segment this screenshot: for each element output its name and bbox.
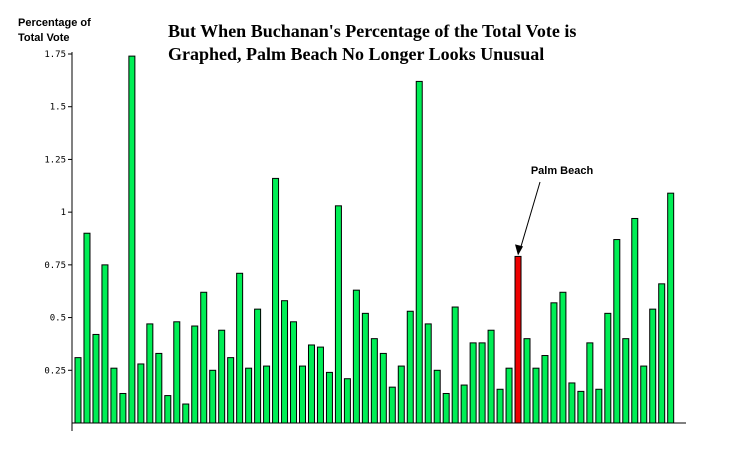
bar [613,239,621,424]
bar [191,325,199,424]
bar [595,388,603,424]
bar [577,390,585,424]
bar [74,357,82,424]
bar [406,310,414,424]
bar [254,308,262,424]
bar [155,352,163,424]
bar [137,363,145,424]
bar [496,388,504,424]
bar [200,291,208,424]
bar [290,321,298,424]
bar [325,371,333,424]
bar [478,342,486,424]
bar [316,346,324,424]
annotation-group: Palm Beach [515,165,594,256]
bar [110,367,118,424]
bar [586,342,594,424]
bar [469,342,477,424]
bar [379,352,387,424]
bar [649,308,657,424]
y-tick-label: 0.25 [44,366,66,376]
bar [442,392,450,424]
bar [397,365,405,424]
chart-title-line1: But When Buchanan's Percentage of the To… [168,21,577,41]
bar [388,386,396,424]
bar [128,55,136,424]
bar-highlight [514,255,522,424]
bar [604,312,612,424]
bar [505,367,513,424]
bar [532,367,540,424]
bar [451,306,459,424]
bar [92,333,100,424]
bar [550,302,558,424]
bar [559,291,567,424]
bar [146,323,154,424]
y-tick-label: 0.75 [44,261,66,271]
y-tick-label: 1.75 [44,50,66,60]
bar [227,357,235,424]
y-tick-label: 0.5 [50,314,66,324]
annotation-arrowhead [515,244,524,256]
bar [640,365,648,424]
bar [433,369,441,424]
bar [622,338,630,424]
y-tick-label: 1.25 [44,155,66,165]
bar [424,323,432,424]
bar [119,392,127,424]
bar [83,232,91,424]
bar [182,403,190,424]
bar [164,395,172,424]
y-tick-label: 1 [61,208,66,218]
bar [667,192,675,424]
bar [352,289,360,424]
bar [272,177,280,424]
bar [460,384,468,424]
bar [541,355,549,424]
bar [361,312,369,424]
bar [101,264,109,424]
y-tick-label: 1.5 [50,103,66,113]
y-axis-label-line2: Total Vote [18,32,70,44]
bar [263,365,271,424]
bar [334,205,342,424]
bar [299,365,306,424]
bar [370,338,378,424]
chart-title-line2: Graphed, Palm Beach No Longer Looks Unus… [168,44,545,64]
bar [209,369,217,424]
bar [343,378,351,424]
bar [236,272,244,424]
bar [523,338,531,424]
bar [281,300,289,424]
annotation-arrow-line [520,181,541,247]
bar [487,329,495,424]
axes: 0.25 0.5 0.75 1 1.25 1.5 1.75 [44,50,686,431]
annotation-label: Palm Beach [531,165,594,177]
bar [173,321,181,424]
bar [631,217,639,424]
bar [218,329,226,424]
bar [307,344,315,424]
bar [658,283,666,424]
bar [415,80,423,424]
chart-title: But When Buchanan's Percentage of the To… [168,20,688,66]
bar [568,382,576,424]
bar-group [74,55,675,424]
y-axis-label-line1: Percentage of [18,17,91,29]
bar [245,367,253,424]
y-axis-label: Percentage of Total Vote [18,16,108,46]
